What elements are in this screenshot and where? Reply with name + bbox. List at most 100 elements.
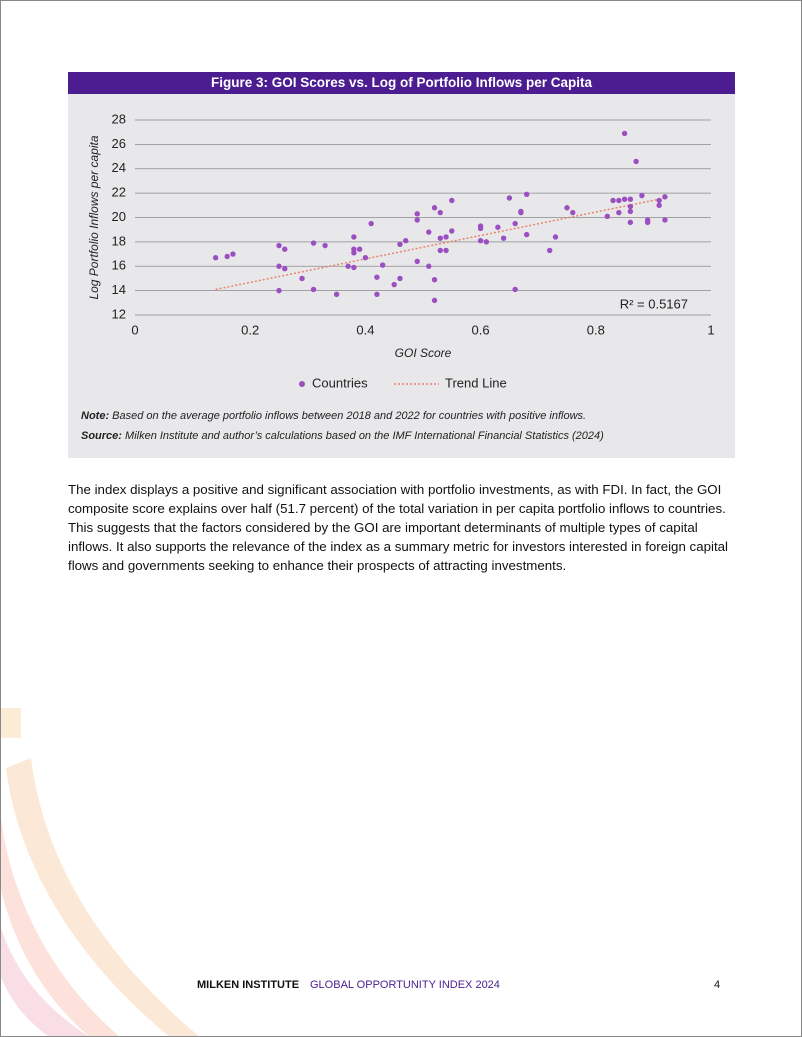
data-point	[368, 220, 374, 227]
data-point	[512, 220, 518, 227]
data-point	[627, 219, 634, 226]
data-point	[414, 217, 420, 223]
y-tick-label: 20	[112, 209, 126, 224]
data-point	[512, 286, 518, 293]
data-point	[621, 196, 628, 202]
x-tick-label: 0	[131, 322, 138, 337]
data-point	[616, 209, 622, 216]
data-point	[397, 241, 403, 248]
y-tick-label: 28	[112, 111, 126, 126]
data-point	[656, 197, 662, 204]
decoration	[1, 707, 199, 1036]
data-point	[212, 255, 219, 261]
data-point	[391, 281, 397, 288]
data-point	[495, 224, 501, 230]
data-point	[397, 275, 403, 282]
paragraph: The index displays a positive and signif…	[68, 482, 728, 573]
data-point	[449, 197, 455, 204]
data-point	[403, 237, 409, 244]
x-tick-label: 0.2	[241, 322, 259, 337]
data-point	[282, 265, 288, 272]
trend-line	[215, 197, 666, 291]
data-point	[662, 194, 668, 200]
y-tick-label: 22	[112, 185, 126, 200]
y-tick-label: 18	[112, 233, 126, 248]
footer-report: GLOBAL OPPORTUNITY INDEX 2024	[310, 979, 500, 991]
page-number: 4	[714, 979, 721, 991]
data-point	[224, 253, 230, 260]
data-point	[437, 209, 443, 216]
data-point	[431, 276, 438, 283]
data-point	[604, 213, 611, 219]
data-point	[299, 275, 305, 282]
data-point	[351, 250, 357, 256]
data-point	[639, 192, 645, 199]
data-point	[616, 197, 622, 204]
data-point	[570, 209, 576, 216]
data-point	[426, 263, 432, 269]
note-label: Note:	[81, 410, 110, 422]
data-point	[483, 239, 490, 245]
data-point	[633, 158, 639, 165]
data-point	[379, 262, 386, 268]
data-point	[414, 258, 420, 265]
data-point	[431, 297, 438, 304]
source-label: Source:	[81, 430, 122, 442]
data-point	[310, 286, 317, 293]
y-tick-label: 14	[112, 282, 126, 297]
data-point	[547, 247, 553, 254]
data-point	[627, 196, 634, 202]
figure-panel: Figure 3: GOI Scores vs. Log of Portfoli…	[68, 72, 735, 458]
y-tick-label: 16	[112, 258, 126, 273]
data-point	[506, 195, 513, 201]
data-point	[449, 228, 455, 234]
data-point	[333, 291, 340, 297]
y-axis-label: Log Portfolio Inflows per capita	[87, 135, 101, 299]
data-point	[644, 217, 651, 223]
data-point	[523, 191, 530, 198]
data-point	[627, 208, 634, 215]
footer-org: MILKEN INSTITUTE	[197, 979, 300, 991]
y-tick-label: 26	[112, 136, 126, 151]
data-point	[477, 225, 484, 232]
data-point	[437, 247, 443, 254]
source: Source: Milken Institute and author’s ca…	[81, 426, 604, 446]
legend-marker	[299, 381, 305, 387]
data-point	[518, 208, 524, 215]
legend-label: Countries	[312, 375, 368, 390]
data-point	[282, 246, 288, 252]
x-tick-label: 0.4	[356, 322, 374, 337]
note-text: Based on the average portfolio inflows b…	[112, 410, 587, 422]
data-point	[662, 217, 668, 223]
x-tick-label: 0.6	[472, 322, 490, 337]
data-point	[374, 274, 380, 280]
data-point	[610, 197, 616, 204]
source-text: Milken Institute and author’s calculatio…	[125, 430, 604, 442]
data-point	[443, 234, 449, 240]
data-point	[443, 247, 449, 254]
data-point	[437, 235, 443, 241]
x-axis-label: GOI Score	[395, 346, 452, 360]
y-tick-label: 12	[112, 306, 126, 321]
annotation: R² = 0.5167	[620, 296, 688, 311]
y-tick-label: 24	[112, 160, 126, 175]
data-point	[621, 130, 628, 137]
data-point	[552, 234, 559, 240]
data-point	[310, 240, 317, 246]
data-point	[351, 264, 357, 271]
x-tick-label: 0.8	[587, 322, 605, 337]
data-point	[564, 205, 570, 211]
data-point	[477, 237, 484, 244]
note: Note: Based on the average portfolio inf…	[81, 406, 604, 426]
data-point	[276, 263, 282, 269]
chart: 12 14 16 18 20 22 24 26 28 0 0.2 0.4 0.6 0.8 1 GOI Scor…	[87, 111, 714, 390]
figure-title: Figure 3: GOI Scores vs. Log of Portfoli…	[68, 72, 735, 94]
data-point	[656, 202, 662, 209]
data-point	[431, 205, 438, 211]
data-point	[500, 235, 507, 241]
data-point	[276, 287, 282, 294]
data-point	[356, 246, 363, 252]
data-point	[414, 211, 420, 217]
legend-label: Trend Line	[445, 375, 507, 390]
